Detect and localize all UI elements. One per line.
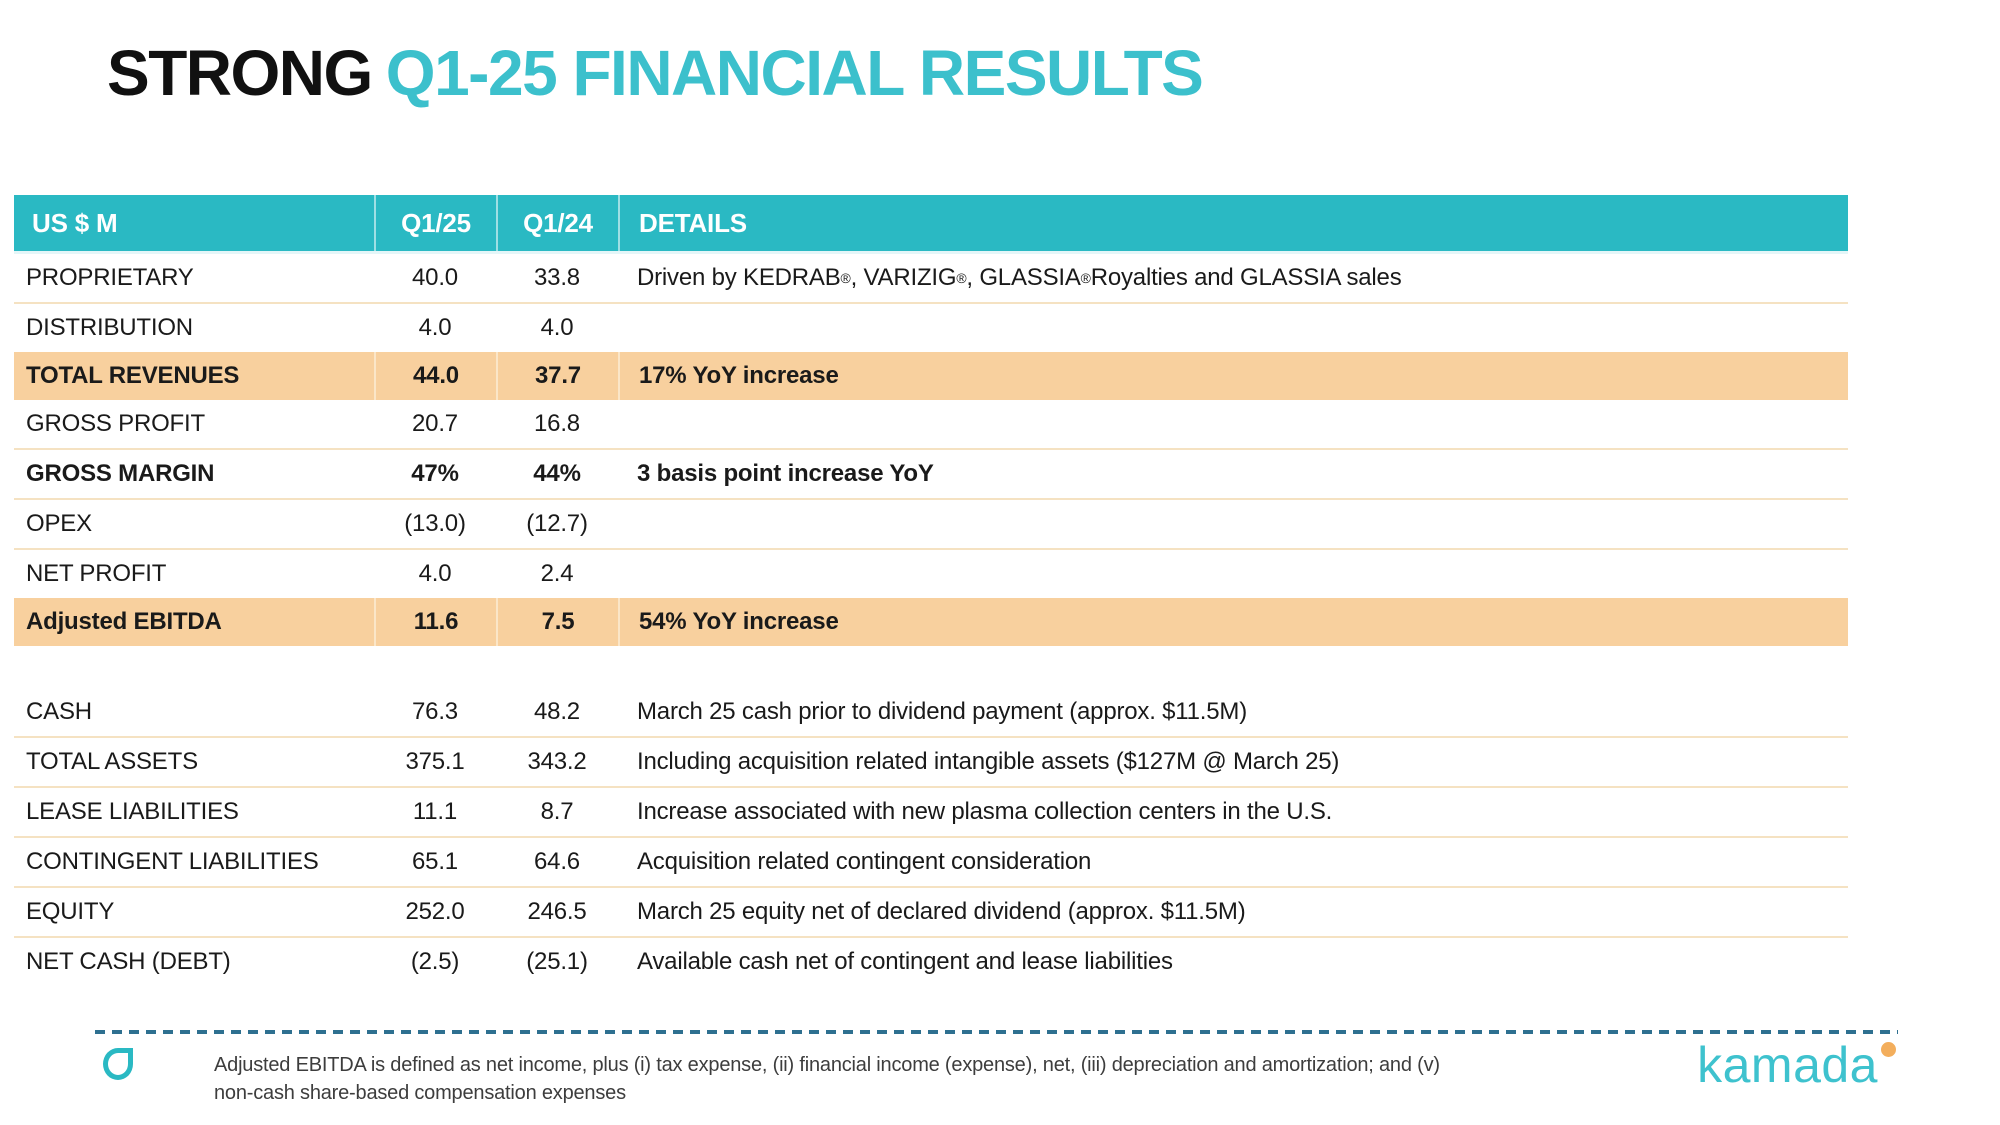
details-text xyxy=(618,400,1848,448)
q1-24-value: (12.7) xyxy=(526,510,588,537)
details-text: March 25 cash prior to dividend payment … xyxy=(637,698,1247,725)
kamada-logo-text: kamada xyxy=(1697,1037,1878,1093)
q1-25-value: (13.0) xyxy=(404,510,466,537)
column-header-q1-25: Q1/25 xyxy=(374,195,496,251)
table-row: TOTAL ASSETS 375.1 343.2 Including acqui… xyxy=(14,738,1848,788)
metric-label: NET PROFIT xyxy=(26,560,167,587)
metric-label: DISTRIBUTION xyxy=(26,314,193,341)
table-row: NET CASH (DEBT) (2.5) (25.1) Available c… xyxy=(14,938,1848,986)
q1-24-value: 4.0 xyxy=(540,314,574,341)
q1-25-value: 4.0 xyxy=(418,314,452,341)
table-header-row: US $ M Q1/25 Q1/24 DETAILS xyxy=(14,195,1848,254)
details-text: Increase associated with new plasma coll… xyxy=(637,798,1333,825)
kamada-logo-dot-icon xyxy=(1881,1042,1896,1057)
page-title: STRONG Q1-25 FINANCIAL RESULTS xyxy=(107,36,1204,110)
metric-label: OPEX xyxy=(26,510,92,537)
section-divider-gap xyxy=(14,646,1848,688)
footer-dashed-divider xyxy=(95,1030,1898,1034)
q1-25-value: 44.0 xyxy=(374,352,496,400)
table-row: TOTAL REVENUES 44.0 37.7 17% YoY increas… xyxy=(14,352,1848,400)
metric-label: TOTAL ASSETS xyxy=(26,748,198,775)
q1-25-value: 375.1 xyxy=(405,748,465,775)
details-text xyxy=(618,304,1848,352)
table-row: DISTRIBUTION 4.0 4.0 xyxy=(14,304,1848,352)
footnote: Adjusted EBITDA is defined as net income… xyxy=(214,1051,1440,1107)
title-prefix: STRONG xyxy=(107,37,373,109)
details-text: March 25 equity net of declared dividend… xyxy=(637,898,1246,925)
details-text: Acquisition related contingent considera… xyxy=(637,848,1092,875)
q1-24-value: 2.4 xyxy=(540,560,574,587)
metric-label: EQUITY xyxy=(26,898,115,925)
table-row: EQUITY 252.0 246.5 March 25 equity net o… xyxy=(14,888,1848,938)
q1-25-value: 11.1 xyxy=(412,798,458,825)
q1-24-value: 7.5 xyxy=(496,598,618,646)
q1-25-value: 252.0 xyxy=(405,898,465,925)
q1-24-value: 16.8 xyxy=(534,410,580,437)
details-text: Driven by KEDRAB ®, VARIZIG ®, GLASSIA ® Ro… xyxy=(637,264,1402,291)
metric-label: Adjusted EBITDA xyxy=(26,608,222,635)
title-highlight: Q1-25 FINANCIAL RESULTS xyxy=(385,37,1204,109)
q1-24-value: 48.2 xyxy=(534,698,580,725)
metric-label: NET CASH (DEBT) xyxy=(26,948,231,975)
kamada-drop-icon xyxy=(103,1048,133,1080)
q1-25-value: 65.1 xyxy=(412,848,458,875)
q1-24-value: 64.6 xyxy=(534,848,580,875)
details-text: Available cash net of contingent and lea… xyxy=(637,948,1173,975)
metric-label: CASH xyxy=(26,698,92,725)
details-text: Including acquisition related intangible… xyxy=(637,748,1340,775)
q1-24-value: 44% xyxy=(533,460,581,487)
details-text: 17% YoY increase xyxy=(618,352,1848,400)
table-row: NET PROFIT 4.0 2.4 xyxy=(14,550,1848,598)
details-text: 54% YoY increase xyxy=(618,598,1848,646)
table-row: PROPRIETARY 40.0 33.8 Driven by KEDRAB ®,… xyxy=(14,254,1848,304)
footnote-line-2: non-cash share-based compensation expens… xyxy=(214,1082,626,1104)
q1-25-value: 11.6 xyxy=(374,598,496,646)
metric-label: CONTINGENT LIABILITIES xyxy=(26,848,319,875)
table-row: GROSS MARGIN 47% 44% 3 basis point incre… xyxy=(14,450,1848,500)
q1-25-value: 47% xyxy=(411,460,459,487)
column-header-metric: US $ M xyxy=(32,207,118,238)
metric-label: GROSS MARGIN xyxy=(26,460,215,487)
table-row: OPEX (13.0) (12.7) xyxy=(14,500,1848,550)
table-row: CONTINGENT LIABILITIES 65.1 64.6 Acquisi… xyxy=(14,838,1848,888)
financial-table: US $ M Q1/25 Q1/24 DETAILS PROPRIETARY 4… xyxy=(14,195,1848,986)
q1-24-value: (25.1) xyxy=(526,948,588,975)
q1-24-value: 8.7 xyxy=(540,798,574,825)
q1-25-value: 76.3 xyxy=(412,698,458,725)
balance-sheet-section: CASH 76.3 48.2 March 25 cash prior to di… xyxy=(14,688,1848,986)
q1-25-value: 40.0 xyxy=(412,264,458,291)
q1-25-value: 20.7 xyxy=(412,410,458,437)
q1-24-value: 343.2 xyxy=(527,748,587,775)
table-row: GROSS PROFIT 20.7 16.8 xyxy=(14,400,1848,450)
column-header-details: DETAILS xyxy=(618,195,1848,251)
metric-label: GROSS PROFIT xyxy=(26,410,205,437)
metric-label: TOTAL REVENUES xyxy=(26,362,240,389)
table-row: Adjusted EBITDA 11.6 7.5 54% YoY increas… xyxy=(14,598,1848,646)
q1-24-value: 33.8 xyxy=(534,264,580,291)
footnote-line-1: Adjusted EBITDA is defined as net income… xyxy=(214,1054,1440,1076)
kamada-logo: kamada xyxy=(1697,1040,1896,1090)
details-text xyxy=(618,500,1848,548)
table-row: CASH 76.3 48.2 March 25 cash prior to di… xyxy=(14,688,1848,738)
metric-label: PROPRIETARY xyxy=(26,264,194,291)
pnl-section: PROPRIETARY 40.0 33.8 Driven by KEDRAB ®,… xyxy=(14,254,1848,646)
q1-24-value: 246.5 xyxy=(527,898,587,925)
column-header-q1-24: Q1/24 xyxy=(496,195,618,251)
q1-25-value: (2.5) xyxy=(410,948,460,975)
q1-25-value: 4.0 xyxy=(418,560,452,587)
metric-label: LEASE LIABILITIES xyxy=(26,798,239,825)
q1-24-value: 37.7 xyxy=(496,352,618,400)
details-text: 3 basis point increase YoY xyxy=(637,460,934,487)
details-text xyxy=(618,550,1848,598)
table-row: LEASE LIABILITIES 11.1 8.7 Increase asso… xyxy=(14,788,1848,838)
